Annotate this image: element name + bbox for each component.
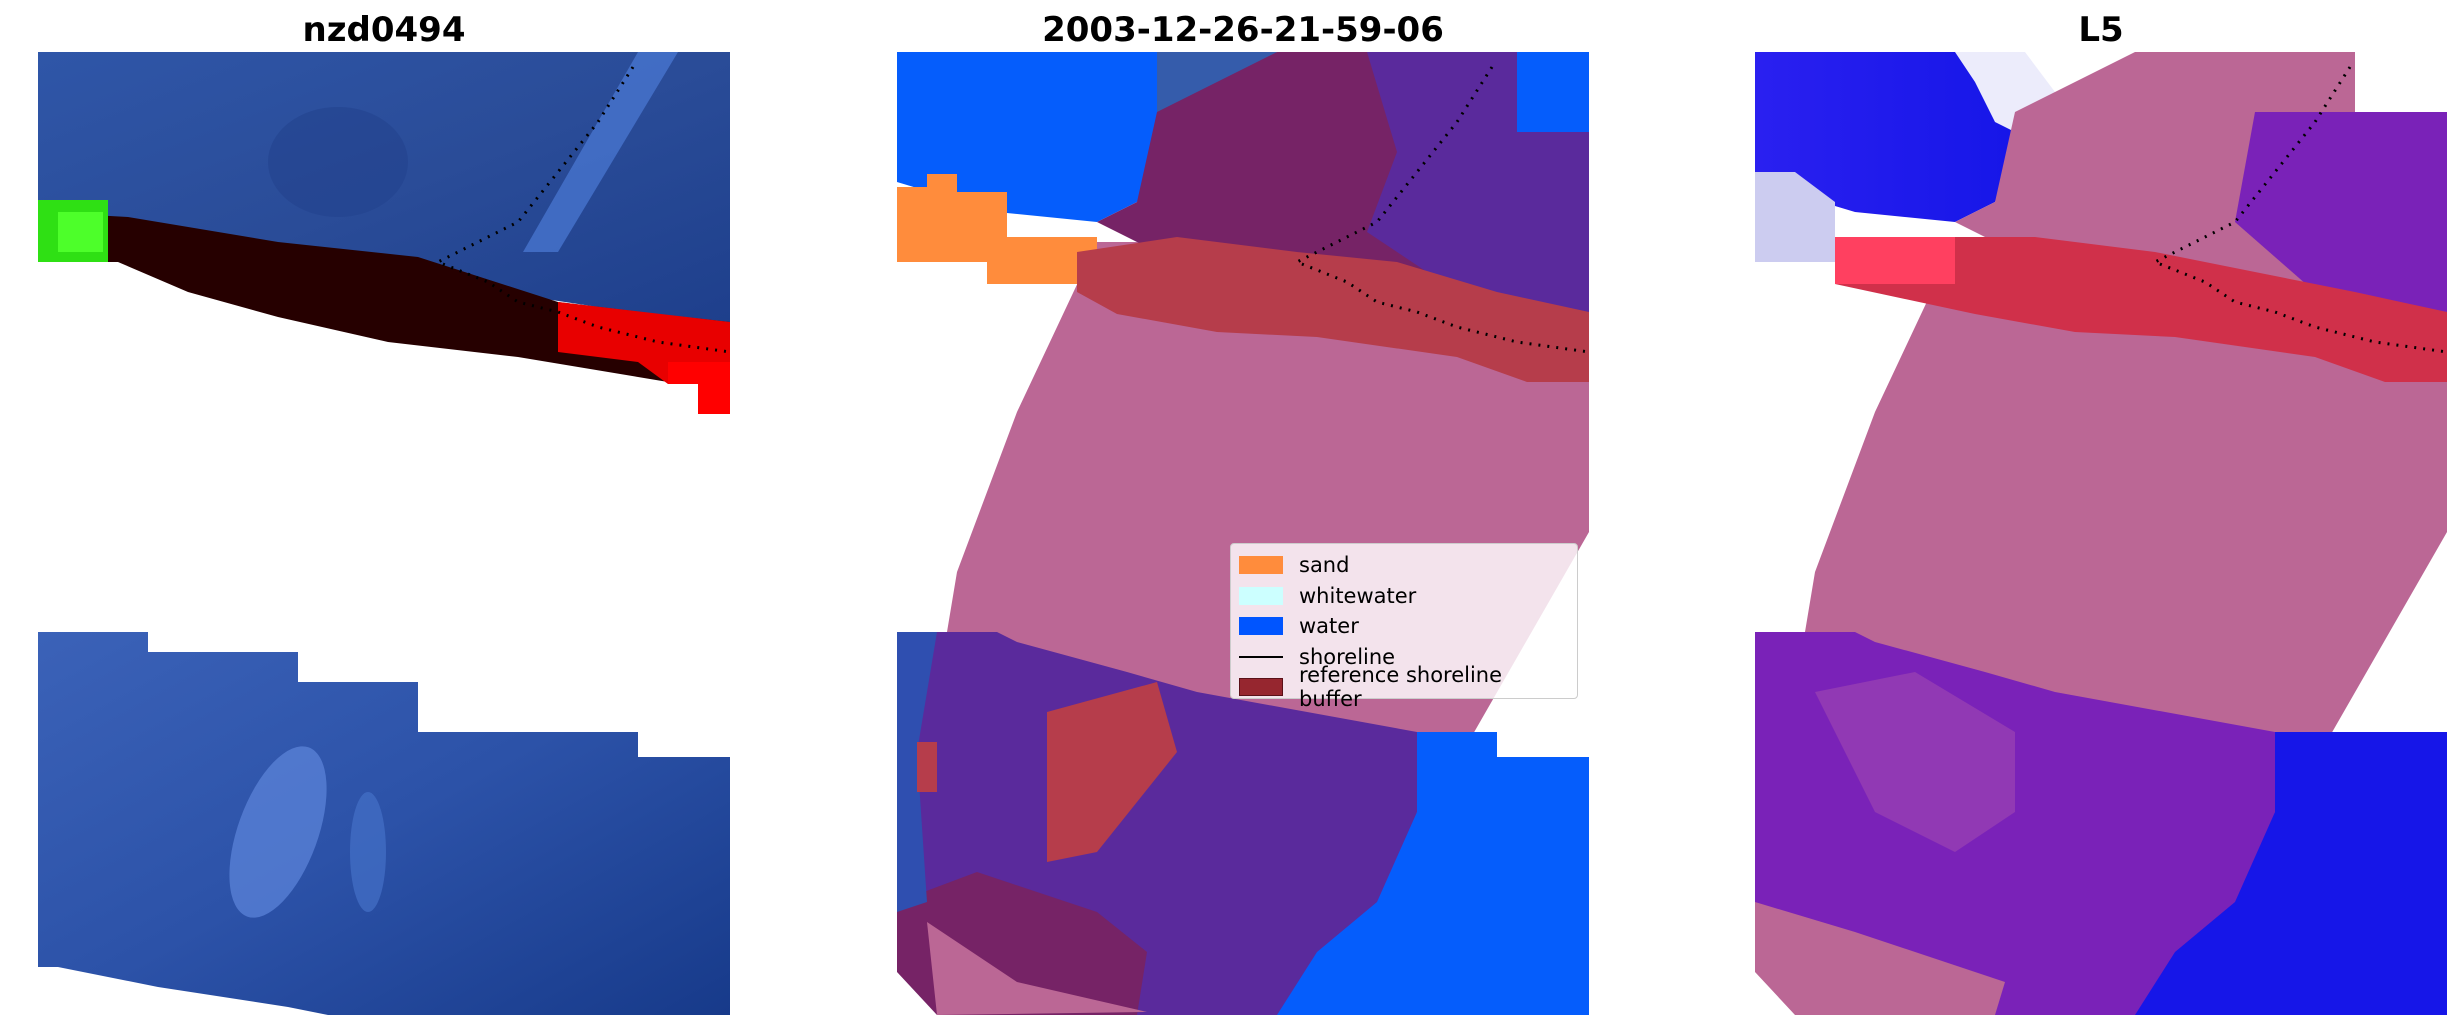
- legend-item-water: water: [1239, 611, 1569, 642]
- legend-item-sand: sand: [1239, 550, 1569, 581]
- legend-item-shoreline: shoreline: [1239, 642, 1569, 673]
- classification-map: [897, 52, 1589, 1015]
- rgb-image-panel: [38, 52, 730, 1015]
- legend-item-reference-shoreline-buffer: reference shoreline buffer: [1239, 663, 1569, 711]
- classification-panel: [897, 52, 1589, 1015]
- legend-swatch-shoreline: [1239, 655, 1283, 658]
- legend-swatch-water: [1239, 617, 1283, 636]
- legend-label-whitewater: whitewater: [1299, 583, 1417, 608]
- classification-legend: sand whitewater water shoreline referenc…: [1230, 543, 1578, 711]
- legend-item-whitewater: whitewater: [1239, 581, 1569, 612]
- rgb-image: [38, 52, 730, 1015]
- panel-title-rgb: nzd0494: [302, 10, 466, 50]
- legend-label-water: water: [1299, 614, 1359, 639]
- legend-swatch-sand: [1239, 556, 1283, 575]
- legend-swatch-reference-shoreline-buffer: [1239, 678, 1283, 697]
- legend-swatch-whitewater: [1239, 586, 1283, 605]
- panel-title-index: L5: [2078, 10, 2124, 50]
- legend-label-shoreline: shoreline: [1299, 644, 1396, 669]
- index-panel: [1755, 52, 2447, 1015]
- index-image: [1755, 52, 2447, 1015]
- legend-label-sand: sand: [1299, 553, 1350, 578]
- legend-label-reference-shoreline-buffer: reference shoreline buffer: [1299, 663, 1503, 712]
- panel-title-classification: 2003-12-26-21-59-06: [1042, 10, 1444, 50]
